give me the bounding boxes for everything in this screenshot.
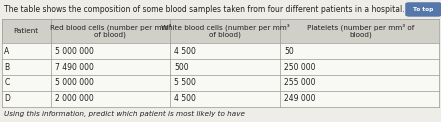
Text: Red blood cells (number per mm³
of blood): Red blood cells (number per mm³ of blood… <box>49 24 171 38</box>
Text: 7 490 000: 7 490 000 <box>55 63 94 72</box>
Text: 4 500: 4 500 <box>174 94 196 103</box>
Bar <box>2 43 439 59</box>
Text: Using this information, predict which patient is most likely to have: Using this information, predict which pa… <box>4 111 244 117</box>
Text: To top: To top <box>413 7 434 12</box>
Text: C: C <box>4 78 10 87</box>
Text: The table shows the composition of some blood samples taken from four different : The table shows the composition of some … <box>4 5 404 14</box>
Bar <box>2 75 439 91</box>
Text: 500: 500 <box>174 63 189 72</box>
Text: 255 000: 255 000 <box>284 78 316 87</box>
Text: 5 000 000: 5 000 000 <box>55 78 94 87</box>
Text: 5 000 000: 5 000 000 <box>55 47 94 56</box>
Bar <box>2 91 439 107</box>
Text: A: A <box>4 47 10 56</box>
FancyBboxPatch shape <box>406 3 441 16</box>
Text: Patient: Patient <box>13 28 38 34</box>
Bar <box>2 59 439 75</box>
Text: 250 000: 250 000 <box>284 63 316 72</box>
Text: 5 500: 5 500 <box>174 78 196 87</box>
Text: B: B <box>4 63 10 72</box>
Text: 2 000 000: 2 000 000 <box>55 94 94 103</box>
Text: 50: 50 <box>284 47 294 56</box>
Bar <box>2 19 439 43</box>
Text: 4 500: 4 500 <box>174 47 196 56</box>
Text: Platelets (number per mm³ of
blood): Platelets (number per mm³ of blood) <box>307 24 414 38</box>
Text: D: D <box>4 94 10 103</box>
Bar <box>0 0 441 19</box>
Text: White blood cells (number per mm³
of blood): White blood cells (number per mm³ of blo… <box>161 24 289 38</box>
Text: 249 000: 249 000 <box>284 94 316 103</box>
